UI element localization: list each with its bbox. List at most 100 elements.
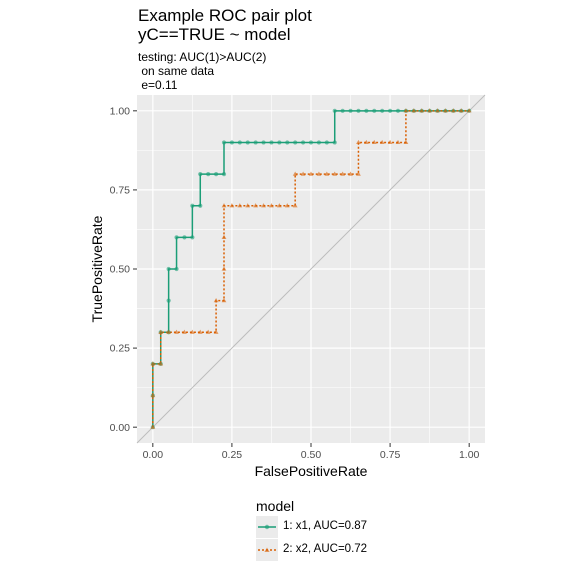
series-point-1 (182, 235, 187, 240)
series-point-2 (221, 298, 227, 303)
series-point-2 (174, 329, 179, 334)
axes: 0.00 0.25 0.50 0.75 1.00 0.00 0.25 0.50 0.75 1.00 (110, 105, 480, 461)
series-point-2 (182, 329, 187, 334)
series-point-1 (316, 140, 322, 145)
legend-key-series2 (256, 539, 278, 561)
series-point-2 (332, 171, 338, 176)
x-tick-label: 0.25 (222, 449, 243, 461)
series-point-2 (253, 203, 259, 208)
series-point-1 (324, 140, 329, 145)
series-point-1 (253, 140, 258, 145)
y-tick-label: 1.00 (110, 105, 131, 117)
series-point-1 (332, 108, 337, 113)
series-point-2 (411, 108, 417, 113)
chart-subtitle-line2: on same data (138, 64, 215, 78)
series-point-2 (284, 203, 290, 208)
series-line-2 (152, 110, 470, 428)
series-point-2 (292, 171, 298, 176)
series-point-2 (316, 171, 322, 176)
series-point-2 (158, 361, 164, 366)
series-point-2 (269, 203, 274, 208)
y-tick-label: 0.75 (110, 185, 131, 197)
series-point-2 (205, 329, 211, 334)
series-point-2 (237, 203, 243, 208)
series-point-2 (197, 329, 203, 334)
series-point-2 (221, 234, 227, 239)
chart-title: Example ROC pair plot (138, 6, 312, 25)
series-point-1 (245, 140, 250, 145)
legend-key-series1 (256, 516, 278, 538)
series-point-1 (221, 140, 227, 145)
series-point-2 (348, 171, 353, 176)
series-point-2 (150, 361, 156, 366)
series-point-1 (372, 108, 377, 113)
series-point-1 (261, 140, 266, 145)
diagonal-reference-line (136, 94, 486, 444)
series-point-1 (166, 266, 171, 272)
series-point-1 (198, 203, 203, 208)
series-point-2 (221, 203, 227, 208)
series-point-1 (229, 140, 235, 145)
series-point-2 (443, 108, 448, 113)
series-point-1 (387, 108, 393, 113)
series-point-1 (174, 235, 179, 240)
y-tick-label: 0.25 (110, 343, 131, 355)
series-point-1 (356, 108, 361, 113)
series-point-1 (190, 235, 195, 240)
x-axis-label: FalsePositiveRate (255, 463, 368, 479)
series-point-1 (269, 140, 274, 145)
series-point-2 (458, 108, 464, 113)
series-point-2 (150, 424, 156, 429)
series-point-1 (237, 140, 242, 145)
series-point-1 (395, 108, 401, 113)
series-point-2 (213, 329, 219, 334)
x-tick-label: 0.75 (380, 449, 401, 461)
legend-label-series2: 2: x2, AUC=0.72 (283, 543, 368, 555)
series-point-2 (292, 203, 298, 208)
x-tick-label: 1.00 (459, 449, 480, 461)
y-tick-label: 0.00 (110, 422, 131, 434)
series-point-2 (371, 139, 377, 145)
series-point-2 (324, 171, 330, 176)
legend-item-series1: 1: x1, AUC=0.87 (256, 516, 476, 538)
x-tick-label: 0.50 (301, 449, 322, 461)
series-point-1 (285, 140, 290, 145)
legend-label-series1: 1: x1, AUC=0.87 (283, 520, 368, 532)
series-point-1 (277, 140, 282, 145)
series-point-2 (276, 203, 282, 208)
series-point-2 (308, 171, 314, 176)
series-point-2 (395, 139, 401, 145)
series-point-2 (189, 329, 195, 334)
series-point-1 (213, 171, 219, 177)
series-point-1 (198, 171, 203, 177)
series-point-2 (363, 139, 369, 145)
legend-title: model (256, 498, 295, 514)
series-point-2 (403, 108, 409, 113)
series-point-2 (427, 108, 433, 113)
series-point-1 (174, 266, 179, 272)
series-point-2 (379, 139, 385, 145)
series-point-2 (300, 171, 306, 176)
series-point-1 (364, 108, 369, 113)
chart-subtitle-line1: testing: AUC(1)>AUC(2) (138, 50, 267, 64)
series-point-1 (308, 140, 314, 145)
series-point-2 (245, 203, 251, 208)
series-point-2 (356, 139, 361, 145)
series-point-2 (387, 139, 393, 145)
series-point-1 (340, 108, 345, 113)
y-axis-label: TruePositiveRate (89, 215, 105, 322)
x-tick-label: 0.00 (143, 449, 164, 461)
chart-title-line2: yC==TRUE ~ model (138, 25, 291, 44)
chart-subtitle-line3: e=0.11 (138, 78, 178, 92)
series-point-1 (190, 203, 195, 208)
series-point-2 (213, 298, 219, 303)
series-point-1 (300, 140, 306, 145)
series-point-2 (435, 108, 440, 113)
series-point-2 (166, 329, 172, 334)
series-points (150, 108, 472, 430)
series-point-2 (340, 171, 346, 176)
series-point-2 (403, 139, 409, 145)
series-point-2 (356, 171, 361, 176)
series-point-1 (206, 171, 211, 177)
